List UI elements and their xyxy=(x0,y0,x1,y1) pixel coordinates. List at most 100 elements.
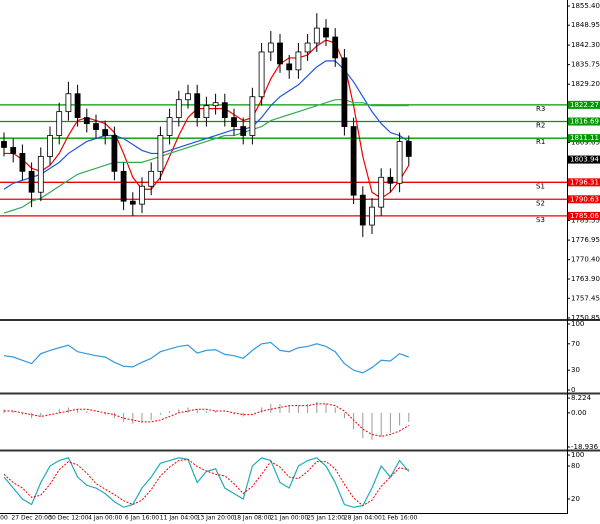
candle-body xyxy=(139,185,145,205)
candle-body xyxy=(405,141,412,157)
level-name: S3 xyxy=(536,216,545,224)
x-tick-label: 6 Jan 16:00 xyxy=(125,515,159,522)
y-tick-label: 1776.95 xyxy=(571,236,600,244)
candle-body xyxy=(387,176,394,184)
y-tick-label: 1829.20 xyxy=(571,80,600,88)
candle-body xyxy=(350,126,357,196)
candle-body xyxy=(185,93,191,101)
x-tick-label: 18 Jan 08:00 xyxy=(233,515,271,522)
y-tick-label: -18.936 xyxy=(571,443,599,451)
y-tick-label: 1809.65 xyxy=(571,139,600,147)
candle-body xyxy=(258,51,265,98)
candle-body xyxy=(93,123,99,130)
level-box xyxy=(568,195,600,204)
level-value: 1811.11 xyxy=(570,134,599,142)
last-price-box xyxy=(568,155,600,164)
level-value: 1796.31 xyxy=(570,178,599,186)
indicator-line xyxy=(3,457,410,508)
candle-body xyxy=(166,117,173,136)
candle-body xyxy=(194,93,201,119)
x-tick-label: 27 Dec 20:00 xyxy=(11,515,52,522)
x-tick-label: 11 Jan 04:00 xyxy=(160,515,198,522)
y-tick-label: 0.00 xyxy=(571,409,587,417)
candle-body xyxy=(175,99,182,119)
level-box xyxy=(568,134,600,143)
candle-body xyxy=(323,27,329,38)
candle-body xyxy=(111,135,118,172)
y-tick-label: 1835.75 xyxy=(571,61,600,69)
candle-body xyxy=(313,27,320,44)
y-tick-label: 1763.90 xyxy=(571,275,600,283)
candle-body xyxy=(1,141,7,148)
candle-body xyxy=(221,102,228,119)
level-name: S1 xyxy=(536,182,545,190)
candle-body xyxy=(369,206,375,226)
x-tick-label: 25 Jan 12:00 xyxy=(307,515,345,522)
candle-body xyxy=(341,57,348,127)
y-tick-label: 1842.30 xyxy=(571,41,600,49)
candle-body xyxy=(286,63,293,71)
candle-body xyxy=(102,129,109,136)
level-name: R3 xyxy=(536,105,545,113)
y-tick-label: 100 xyxy=(571,320,584,328)
level-box xyxy=(568,100,600,109)
candle-body xyxy=(249,96,256,136)
candle-body xyxy=(74,93,81,119)
x-tick-label: 00 xyxy=(0,515,8,522)
candle-body xyxy=(240,126,247,136)
candle-body xyxy=(277,42,283,65)
y-tick-label: 100 xyxy=(571,451,584,459)
candle-body xyxy=(37,156,44,193)
candle-body xyxy=(231,117,237,127)
y-tick-label: 1750.85 xyxy=(571,314,600,322)
candle-body xyxy=(120,170,127,202)
level-value: 1790.63 xyxy=(570,195,599,203)
level-box xyxy=(568,211,600,220)
candle-body xyxy=(304,42,311,53)
candle-body xyxy=(56,111,63,136)
y-tick-label: 1757.45 xyxy=(571,294,600,302)
candle-body xyxy=(203,105,210,119)
x-tick-label: 30 Dec 12:00 xyxy=(48,515,89,522)
x-tick-label: 13 Jan 20:00 xyxy=(197,515,235,522)
candle-body xyxy=(212,102,219,107)
level-name: R1 xyxy=(536,138,545,146)
candle-body xyxy=(19,153,26,172)
y-tick-label: 1855.40 xyxy=(571,2,600,10)
candle-body xyxy=(148,170,155,187)
last-price: 1803.94 xyxy=(570,156,599,164)
candle-body xyxy=(10,147,17,154)
candle-body xyxy=(267,42,274,53)
x-tick-label: 1 Feb 16:00 xyxy=(382,515,418,522)
y-tick-label: 1783.55 xyxy=(571,216,600,224)
candle-body xyxy=(129,200,136,205)
level-name: R2 xyxy=(536,122,545,130)
indicator-line xyxy=(3,458,409,507)
y-tick-label: 30 xyxy=(571,366,580,374)
level-value: 1822.27 xyxy=(570,101,599,109)
y-tick-label: 8.224 xyxy=(571,394,592,402)
x-tick-label: 4 Jan 00:00 xyxy=(88,515,122,522)
candle-body xyxy=(28,170,35,193)
y-tick-label: 20 xyxy=(571,495,580,503)
candle-body xyxy=(396,141,403,184)
level-value: 1785.06 xyxy=(570,212,599,220)
y-tick-label: 70 xyxy=(571,340,580,348)
candle-body xyxy=(157,135,164,172)
candle-body xyxy=(332,36,339,59)
signal-line xyxy=(4,403,410,437)
y-tick-label: 0 xyxy=(571,386,575,394)
level-name: S2 xyxy=(536,199,545,207)
moving-average xyxy=(3,60,410,190)
candle-body xyxy=(65,93,72,113)
moving-average xyxy=(3,99,409,214)
candle-body xyxy=(47,135,53,157)
y-tick-label: 80 xyxy=(571,462,580,470)
level-value: 1816.69 xyxy=(570,118,599,126)
candle-body xyxy=(378,176,385,208)
level-box xyxy=(568,178,600,187)
y-tick-label: 1770.40 xyxy=(571,256,600,264)
candle-body xyxy=(359,194,366,226)
x-tick-label: 21 Jan 00:00 xyxy=(270,515,308,522)
